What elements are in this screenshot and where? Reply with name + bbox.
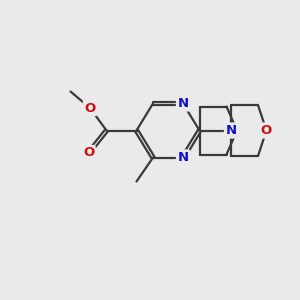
Text: N: N [177,151,189,164]
Text: O: O [84,101,96,115]
Text: O: O [83,146,94,160]
Text: O: O [261,124,272,137]
Text: N: N [225,124,237,137]
Text: N: N [177,97,189,110]
